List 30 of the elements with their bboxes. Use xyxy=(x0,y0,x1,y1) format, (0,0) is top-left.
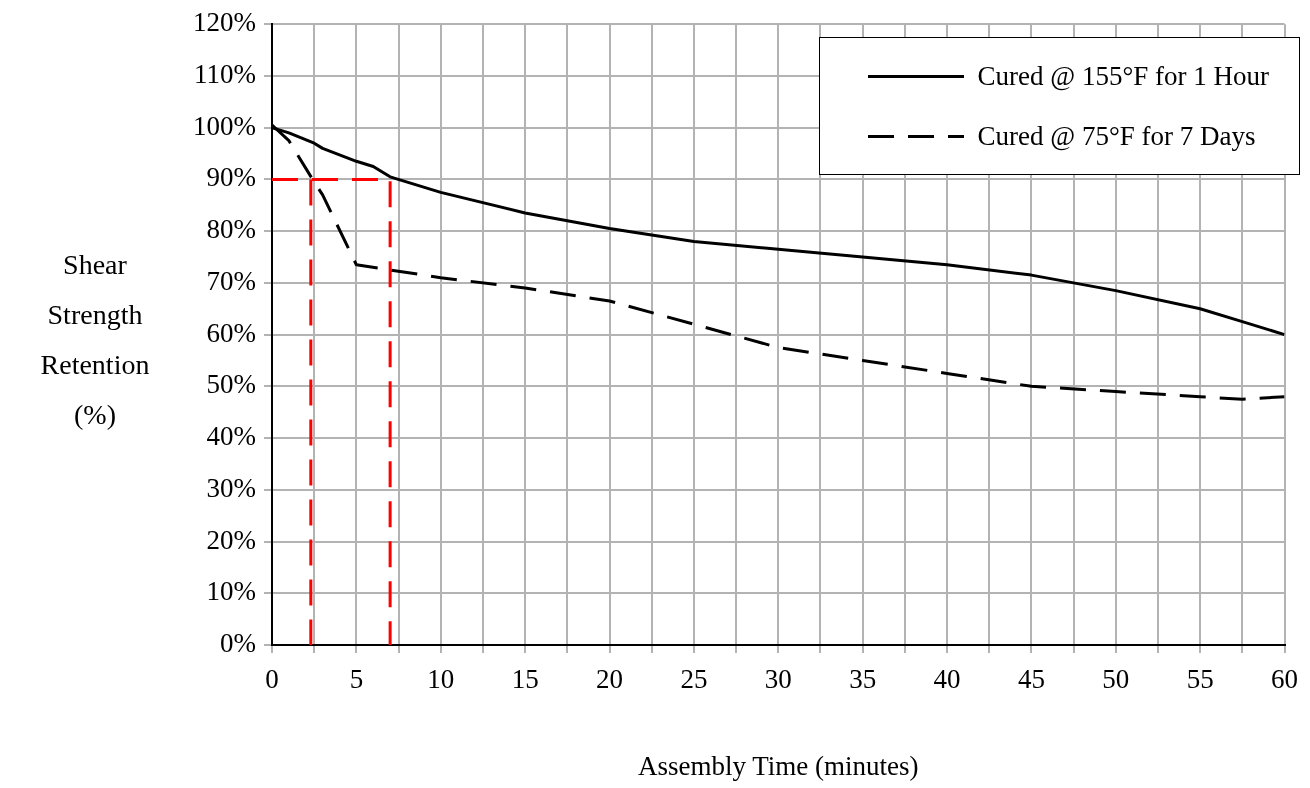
y-tick-label: 50% xyxy=(206,369,256,400)
x-tick-label: 10 xyxy=(427,664,455,695)
y-tick-label: 20% xyxy=(206,524,256,555)
x-axis-title: Assembly Time (minutes) xyxy=(637,750,919,781)
y-tick-label: 80% xyxy=(206,214,256,245)
y-tick-label: 30% xyxy=(206,472,256,503)
y-axis-title: Shear Strength Retention (%) xyxy=(39,248,151,432)
x-tick-label: 20 xyxy=(596,664,623,695)
x-tick-label: 25 xyxy=(680,664,708,695)
x-tick-label: 60 xyxy=(1271,664,1298,695)
x-tick-label: 0 xyxy=(265,664,279,695)
y-tick-label: 90% xyxy=(206,162,256,193)
x-tick-label: 55 xyxy=(1186,664,1214,695)
x-tick-label: 35 xyxy=(849,664,877,695)
y-tick-label: 10% xyxy=(206,576,256,607)
x-tick-label: 15 xyxy=(511,664,539,695)
y-tick-label: 40% xyxy=(206,421,256,452)
y-tick-label: 100% xyxy=(193,110,256,141)
y-tick-label: 60% xyxy=(206,317,256,348)
y-tick-label: 0% xyxy=(220,628,256,659)
x-tick-label: 50 xyxy=(1102,664,1130,695)
y-tick-label: 120% xyxy=(193,7,256,38)
x-tick-label: 40 xyxy=(933,664,961,695)
legend-label: Cured @ 75°F for 7 Days xyxy=(977,120,1256,152)
x-tick-label: 30 xyxy=(764,664,792,695)
y-tick-label: 70% xyxy=(206,265,256,296)
legend-label: Cured @ 155°F for 1 Hour xyxy=(977,60,1269,92)
x-tick-label: 45 xyxy=(1017,664,1045,695)
x-tick-label: 5 xyxy=(349,664,364,695)
y-tick-label: 110% xyxy=(194,59,256,90)
